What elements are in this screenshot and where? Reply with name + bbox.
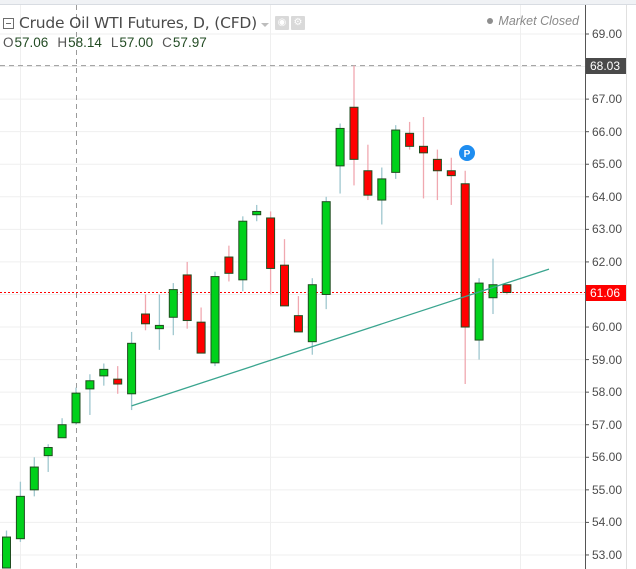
ohlc-close: C57.97 [162, 35, 207, 50]
candle-up[interactable] [321, 201, 331, 295]
candle-down[interactable] [460, 183, 470, 328]
ohlc-high: H58.14 [57, 35, 102, 50]
price-tick-label: 54.00 [592, 515, 623, 530]
price-tick-label: 66.00 [592, 124, 623, 139]
candle-up[interactable] [488, 284, 498, 299]
price-tick-label: 65.00 [592, 157, 623, 172]
price-tick-label: 69.00 [592, 27, 623, 41]
high-price-tag: 68.03 [586, 57, 626, 74]
candle-up[interactable] [335, 127, 345, 167]
candle-up[interactable] [238, 220, 248, 281]
market-status-text: Market Closed [498, 14, 579, 28]
candle-up[interactable] [85, 380, 95, 390]
market-status: Market Closed [487, 14, 579, 28]
trendline[interactable] [131, 268, 550, 407]
candle-up[interactable] [391, 129, 401, 173]
candle-down[interactable] [224, 256, 234, 274]
gear-icon[interactable]: ⚙ [291, 16, 306, 30]
candle-up[interactable] [474, 282, 484, 341]
candle-down[interactable] [363, 170, 373, 196]
candle-up[interactable] [29, 466, 39, 491]
p-badge-icon[interactable] [459, 145, 475, 161]
candle-up[interactable] [99, 368, 109, 377]
price-tick-label: 59.00 [592, 352, 623, 367]
candle-up[interactable] [2, 536, 11, 569]
p-badge-label: P [464, 149, 471, 160]
price-tick-label: 60.00 [592, 320, 623, 335]
ohlc-low: L57.00 [110, 35, 154, 50]
price-tick-label: 53.00 [592, 547, 623, 562]
candle-up[interactable] [71, 392, 81, 424]
candle-down[interactable] [405, 132, 415, 147]
candle-up[interactable] [127, 342, 137, 395]
candle-up[interactable] [377, 178, 387, 201]
candle-up[interactable] [154, 324, 164, 330]
dropdown-caret-icon[interactable] [261, 22, 270, 27]
candle-down[interactable] [113, 378, 123, 385]
candle-down[interactable] [502, 284, 512, 294]
candle-up[interactable] [15, 495, 25, 540]
candle-down[interactable] [196, 321, 206, 354]
price-tick-label: 58.00 [592, 385, 623, 400]
last-price-tag: 61.06 [586, 284, 626, 301]
ohlc-open: O57.06 [3, 35, 49, 50]
candle-down[interactable] [419, 145, 428, 154]
chart-legend: Crude Oil WTI Futures, D, (CFD) ◉ ⚙ O57.… [3, 12, 306, 50]
candle-up[interactable] [57, 424, 67, 439]
candle-down[interactable] [182, 274, 192, 322]
top-toolbar-strip [0, 0, 636, 5]
candle-down[interactable] [141, 313, 150, 325]
candle-up[interactable] [168, 289, 178, 318]
collapse-icon[interactable] [3, 18, 14, 29]
chart-title[interactable]: Crude Oil WTI Futures, D, (CFD) [19, 14, 258, 32]
candle-up[interactable] [210, 276, 220, 364]
price-tick-label: 67.00 [592, 92, 623, 107]
price-tick-label: 55.00 [592, 482, 623, 497]
candle-up[interactable] [43, 447, 53, 457]
candle-down[interactable] [280, 264, 289, 307]
candle-up[interactable] [252, 210, 262, 216]
price-tick-label: 64.00 [592, 189, 623, 204]
price-tick-label: 63.00 [592, 222, 623, 237]
eye-icon[interactable]: ◉ [275, 16, 290, 30]
price-tick-label: 56.00 [592, 450, 623, 465]
ohlc-values: O57.06 H58.14 L57.00 C57.97 [3, 35, 305, 50]
candle-down[interactable] [266, 217, 276, 269]
price-tick-label: 62.00 [592, 254, 623, 269]
candle-up[interactable] [307, 284, 317, 343]
candle-down[interactable] [293, 315, 303, 333]
candle-down[interactable] [446, 170, 456, 177]
candle-down[interactable] [349, 106, 359, 160]
price-tick-label: 57.00 [592, 417, 623, 432]
candle-down[interactable] [432, 158, 442, 172]
status-dot-icon [487, 18, 494, 24]
